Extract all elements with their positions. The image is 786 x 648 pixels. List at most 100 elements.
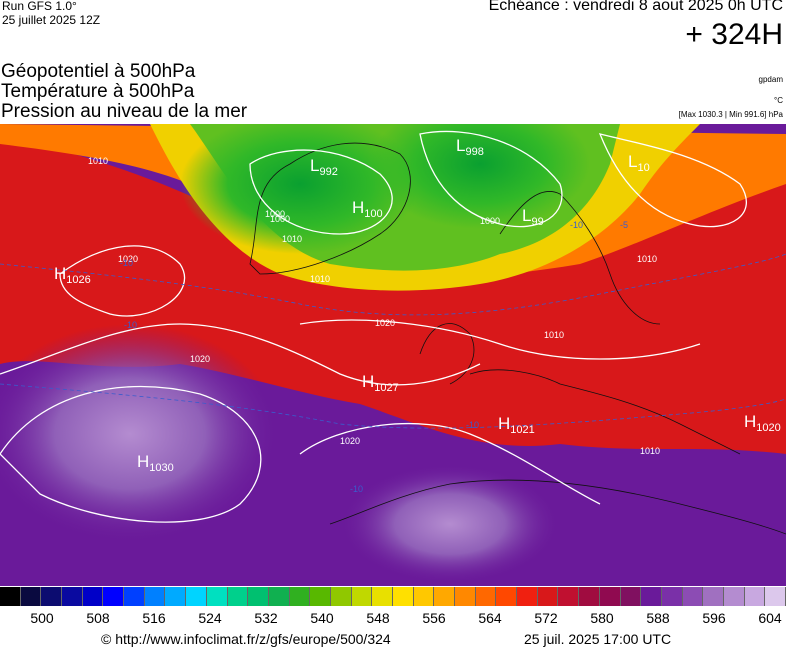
color-scale-swatch bbox=[124, 587, 145, 606]
isotherm-label: -5 bbox=[620, 220, 629, 230]
run-label: Run GFS 1.0° bbox=[2, 0, 77, 13]
pressure-center-low: L10 bbox=[628, 152, 650, 174]
color-scale-swatch bbox=[723, 587, 745, 606]
color-scale-swatch bbox=[268, 587, 290, 606]
color-scale-swatch bbox=[455, 587, 476, 606]
valid-time-label: Echéance : vendredi 8 aout 2025 0h UTC bbox=[488, 0, 783, 14]
title-pressure: Pression au niveau de la mer bbox=[1, 101, 248, 122]
isobar-label: 1000 bbox=[480, 216, 501, 226]
color-scale-swatch bbox=[82, 587, 104, 606]
lead-time: + 324H bbox=[685, 18, 783, 51]
color-scale-swatch bbox=[765, 587, 786, 606]
color-scale-swatch bbox=[310, 587, 331, 606]
isobar-label: 1020 bbox=[118, 254, 139, 264]
temperature-unit: °C bbox=[774, 96, 783, 105]
color-scale-swatch bbox=[537, 587, 559, 606]
color-scale-swatch bbox=[496, 587, 518, 606]
color-scale-tick-label: 516 bbox=[142, 610, 166, 626]
isotherms bbox=[0, 253, 786, 429]
color-scale-swatch bbox=[703, 587, 724, 606]
pressure-center-low: L998 bbox=[456, 136, 484, 158]
color-scale-swatch bbox=[227, 587, 249, 606]
color-scale-swatch bbox=[641, 587, 662, 606]
color-scale-swatch bbox=[41, 587, 63, 606]
isobar-label: 1010 bbox=[282, 234, 303, 244]
north-africa-high bbox=[340, 464, 560, 584]
color-scale-tick-label: 540 bbox=[310, 610, 334, 626]
color-scale-swatch bbox=[475, 587, 497, 606]
pressure-center-low: L99 bbox=[522, 206, 544, 228]
color-scale-tick-label: 588 bbox=[646, 610, 670, 626]
color-scale-swatch bbox=[103, 587, 125, 606]
title-temperature: Température à 500hPa bbox=[1, 81, 195, 102]
title-geopotential: Géopotentiel à 500hPa bbox=[1, 61, 196, 82]
color-scale-tick-label: 548 bbox=[366, 610, 390, 626]
isobar-label: 1010 bbox=[88, 156, 109, 166]
color-scale-tick-label: 596 bbox=[702, 610, 726, 626]
color-scale-swatch bbox=[558, 587, 580, 606]
isobar-label: 1010 bbox=[544, 330, 565, 340]
isotherm-label: -10 bbox=[466, 420, 480, 430]
color-scale-swatch bbox=[517, 587, 538, 606]
color-scale-swatch bbox=[165, 587, 187, 606]
high-core-azores bbox=[0, 324, 280, 544]
isobar-label: 1000 bbox=[270, 214, 291, 224]
isobar-label: 1010 bbox=[640, 446, 661, 456]
isobar-label: 1020 bbox=[190, 354, 211, 364]
isotherm-label: -10 bbox=[350, 484, 364, 494]
color-scale-swatch bbox=[330, 587, 352, 606]
color-scale-swatch bbox=[351, 587, 373, 606]
color-scale-swatch bbox=[393, 587, 414, 606]
color-scale-swatch bbox=[20, 587, 42, 606]
credit-url: © http://www.infoclimat.fr/z/gfs/europe/… bbox=[101, 631, 391, 647]
color-scale-swatch bbox=[206, 587, 228, 606]
color-scale-swatch bbox=[372, 587, 393, 606]
isobar-label: 1010 bbox=[637, 254, 658, 264]
pressure-center-high: H1020 bbox=[744, 412, 781, 434]
isobar-label: 1000 bbox=[265, 209, 286, 219]
color-scale-swatch bbox=[144, 587, 166, 606]
pressure-center-high: H1021 bbox=[498, 414, 535, 436]
gpdam-unit: gpdam bbox=[758, 75, 783, 84]
color-scale-tick-label: 564 bbox=[478, 610, 502, 626]
pressure-center-high: H1030 bbox=[137, 452, 174, 474]
color-scale-tick-label: 580 bbox=[590, 610, 614, 626]
color-scale-swatch bbox=[599, 587, 621, 606]
color-scale-swatch bbox=[0, 587, 21, 606]
isobar-label: 1020 bbox=[375, 318, 396, 328]
isotherm-label: -10 bbox=[570, 220, 584, 230]
color-scale-tick-label: 532 bbox=[254, 610, 278, 626]
map-field bbox=[0, 124, 786, 584]
run-date: 25 juillet 2025 12Z bbox=[2, 13, 101, 27]
isobars bbox=[0, 130, 747, 523]
color-scale-swatch bbox=[289, 587, 311, 606]
color-scale-swatch bbox=[248, 587, 269, 606]
color-scale-swatch bbox=[661, 587, 683, 606]
weather-map: H1026 L992 H100 L998 L99 L10 H1027 H1021… bbox=[0, 124, 786, 586]
color-scale-swatch bbox=[62, 587, 83, 606]
color-scale-tick-label: 508 bbox=[86, 610, 110, 626]
color-scale-tick-label: 524 bbox=[198, 610, 222, 626]
pressure-center-high: H1027 bbox=[362, 372, 399, 394]
isotherm-label: -10 bbox=[124, 320, 138, 330]
color-scale-bar bbox=[0, 587, 786, 606]
isobar-label: 1010 bbox=[310, 274, 331, 284]
color-scale-swatch bbox=[620, 587, 642, 606]
color-scale-swatch bbox=[579, 587, 600, 606]
pressure-center-high: H1026 bbox=[54, 264, 91, 286]
color-scale-tick-label: 572 bbox=[534, 610, 558, 626]
color-scale-swatch bbox=[413, 587, 435, 606]
pressure-range: [Max 1030.3 | Min 991.6] hPa bbox=[678, 110, 783, 119]
color-scale-tick-label: 556 bbox=[422, 610, 446, 626]
low-core-west bbox=[180, 124, 420, 254]
run-timestamp: 25 juil. 2025 17:00 UTC bbox=[524, 631, 672, 647]
coastlines bbox=[249, 142, 786, 535]
isobar-label: 1020 bbox=[340, 436, 361, 446]
color-scale-swatch bbox=[434, 587, 456, 606]
color-scale-tick-label: 500 bbox=[30, 610, 54, 626]
low-core-east bbox=[370, 124, 590, 229]
isotherm-label: -10 bbox=[120, 258, 134, 268]
color-scale-swatch bbox=[682, 587, 704, 606]
pressure-center-low: L992 bbox=[310, 156, 338, 178]
color-scale-swatch bbox=[186, 587, 207, 606]
